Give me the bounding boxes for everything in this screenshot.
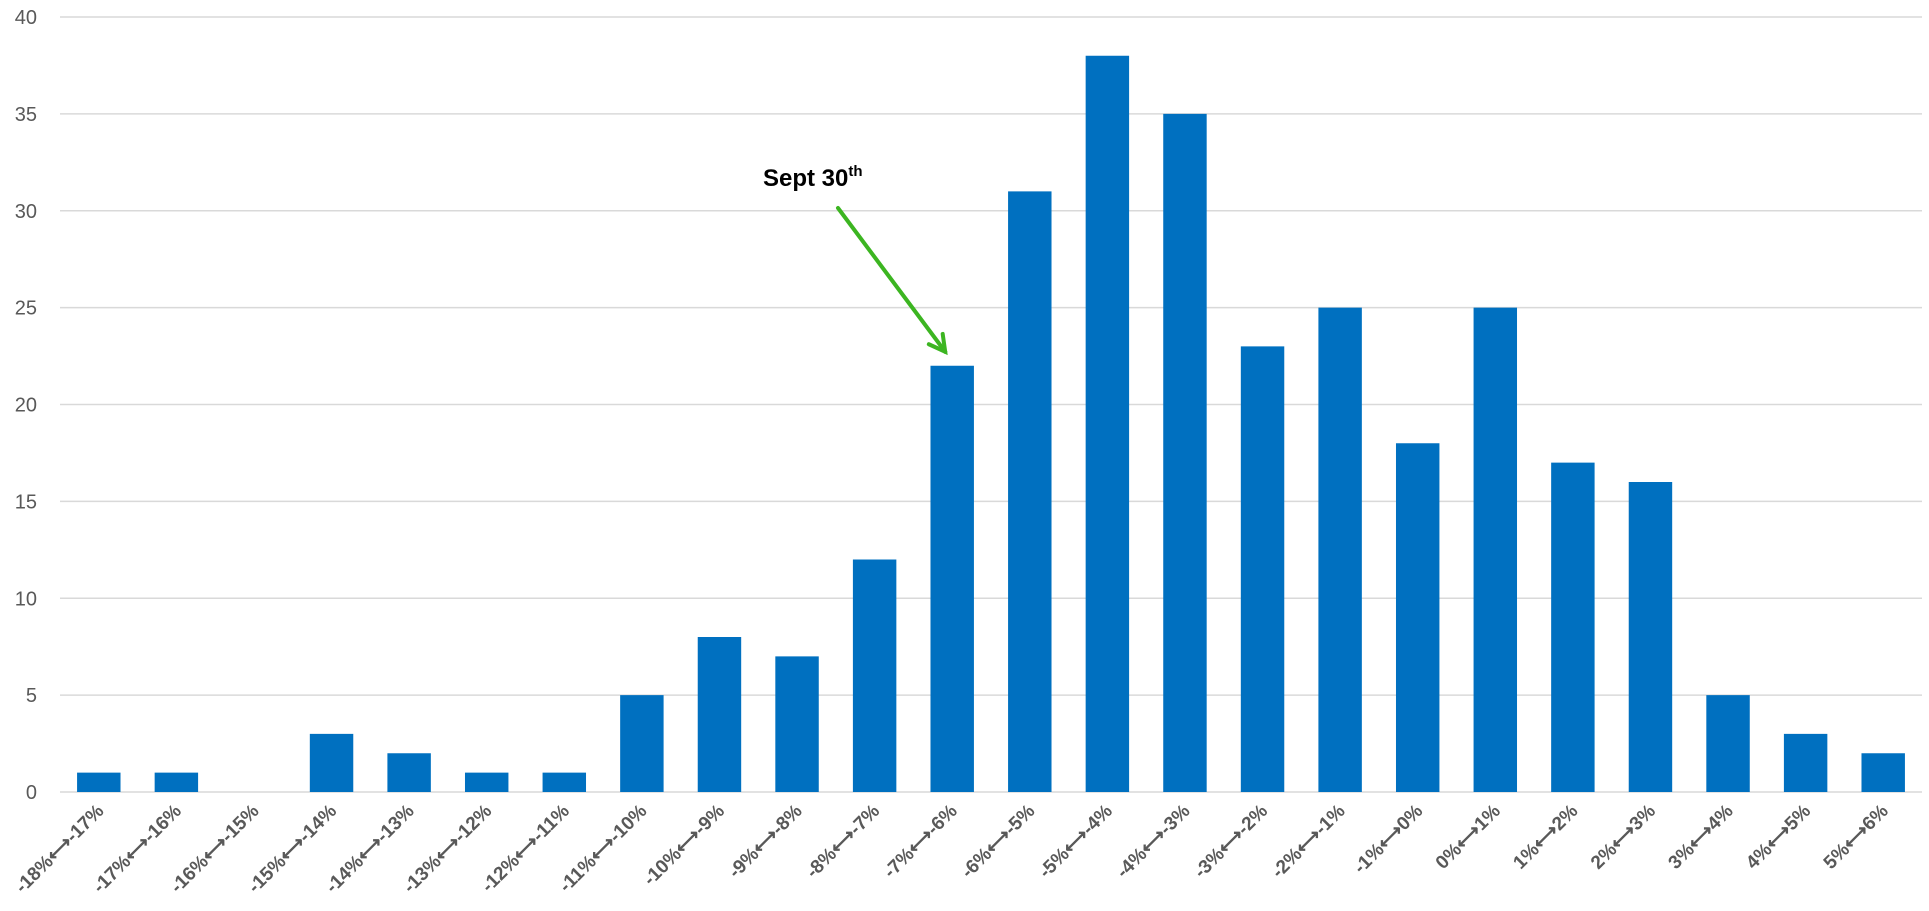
bar: [387, 753, 431, 792]
x-tick-label: 0%⟷1%: [1432, 801, 1505, 874]
bar: [1008, 191, 1052, 792]
gridlines: [60, 16, 1922, 793]
x-tick-label: -4%⟷-3%: [1113, 801, 1195, 883]
bar: [1861, 753, 1905, 792]
y-tick-label: 0: [26, 782, 37, 804]
annotation-arrowhead: [926, 331, 948, 356]
x-tick-label: -10%⟷-9%: [640, 801, 729, 890]
y-tick-label: 25: [15, 298, 37, 320]
y-tick-label: 20: [15, 395, 37, 417]
y-axis-ticks: 0 5 10 15 20 25 30 35 40: [15, 7, 37, 804]
bar: [1706, 695, 1750, 792]
bar: [542, 772, 587, 792]
bar: [1473, 307, 1518, 792]
x-axis-ticks: -18%⟷-17%-17%⟷-16%-16%⟷-15%-15%⟷-14%-14%…: [11, 801, 1892, 898]
x-tick-label: -5%⟷-4%: [1035, 801, 1117, 883]
y-tick-label: 10: [15, 588, 37, 610]
bar: [1395, 443, 1440, 792]
x-tick-label: 3%⟷4%: [1665, 801, 1738, 874]
annotation: Sept 30th: [763, 163, 948, 356]
x-tick-label: -1%⟷0%: [1350, 801, 1427, 878]
bar: [309, 733, 354, 792]
x-tick-label: -8%⟷-7%: [802, 801, 884, 883]
y-tick-label: 5: [26, 685, 37, 707]
x-tick-label: 4%⟷5%: [1742, 801, 1815, 874]
bar: [852, 559, 897, 792]
annotation-label: Sept 30th: [763, 163, 863, 192]
bar: [1628, 482, 1673, 792]
bar: [697, 637, 742, 792]
annotation-arrow: [836, 206, 948, 354]
bar: [1318, 307, 1362, 792]
bar: [1085, 55, 1130, 792]
bar: [775, 656, 819, 792]
bar: [1240, 346, 1285, 792]
y-tick-label: 15: [15, 491, 37, 513]
x-tick-label: 5%⟷6%: [1820, 801, 1893, 874]
bar: [930, 365, 974, 792]
bar: [464, 772, 509, 792]
bar: [1551, 462, 1595, 792]
bars: [77, 55, 1905, 792]
bar: [154, 772, 199, 792]
bar: [1163, 113, 1207, 792]
bar: [77, 772, 121, 792]
annotation-text: Sept 30: [763, 165, 848, 192]
annotation-superscript: th: [848, 163, 862, 180]
x-tick-label: -2%⟷-1%: [1268, 801, 1350, 883]
y-tick-label: 30: [15, 201, 37, 223]
x-tick-label: 1%⟷2%: [1509, 801, 1582, 874]
bar: [1783, 733, 1828, 792]
x-tick-label: -6%⟷-5%: [957, 801, 1039, 883]
bar: [620, 695, 664, 792]
x-tick-label: -9%⟷-8%: [725, 801, 807, 883]
x-tick-label: -7%⟷-6%: [880, 801, 962, 883]
x-tick-label: -3%⟷-2%: [1190, 801, 1272, 883]
x-tick-label: 2%⟷3%: [1587, 801, 1660, 874]
y-tick-label: 35: [15, 104, 37, 126]
y-tick-label: 40: [15, 7, 37, 29]
